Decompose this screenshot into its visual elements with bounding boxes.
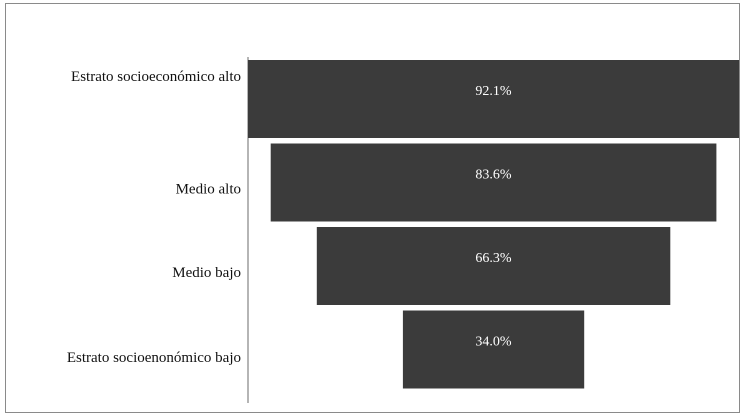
category-label: Medio bajo (172, 265, 241, 281)
funnel-bar (248, 60, 739, 138)
value-labels-group: 92.1% 83.6% 66.3% 34.0% (475, 84, 512, 350)
bar-value-label: 34.0% (475, 335, 512, 350)
bars-group (248, 60, 739, 389)
bar-value-label: 66.3% (475, 251, 512, 266)
funnel-bar (402, 310, 585, 389)
category-label: Estrato socioeconómico alto (71, 69, 241, 85)
bar-value-label: 83.6% (475, 168, 512, 183)
bar-value-label: 92.1% (475, 84, 512, 99)
category-labels-group: Estrato socioeconómico alto Medio alto Med… (67, 69, 241, 366)
category-label: Estrato socioenonómico bajo (67, 350, 241, 366)
funnel-chart: Estrato socioeconómico alto Medio alto Med… (67, 57, 739, 403)
category-label: Medio alto (176, 182, 241, 198)
funnel-bar (270, 143, 717, 222)
funnel-bar (316, 227, 671, 305)
